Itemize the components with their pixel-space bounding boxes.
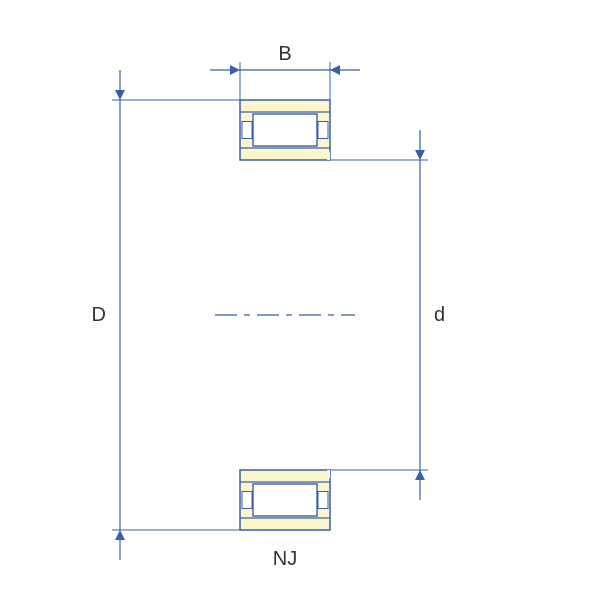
bearing-diagram: B Dd NJ: [0, 0, 600, 600]
dim-D-label: D: [92, 304, 106, 326]
type-label: NJ: [273, 548, 297, 570]
dim-B-label: B: [278, 43, 291, 65]
dim-d-label: d: [434, 304, 445, 326]
